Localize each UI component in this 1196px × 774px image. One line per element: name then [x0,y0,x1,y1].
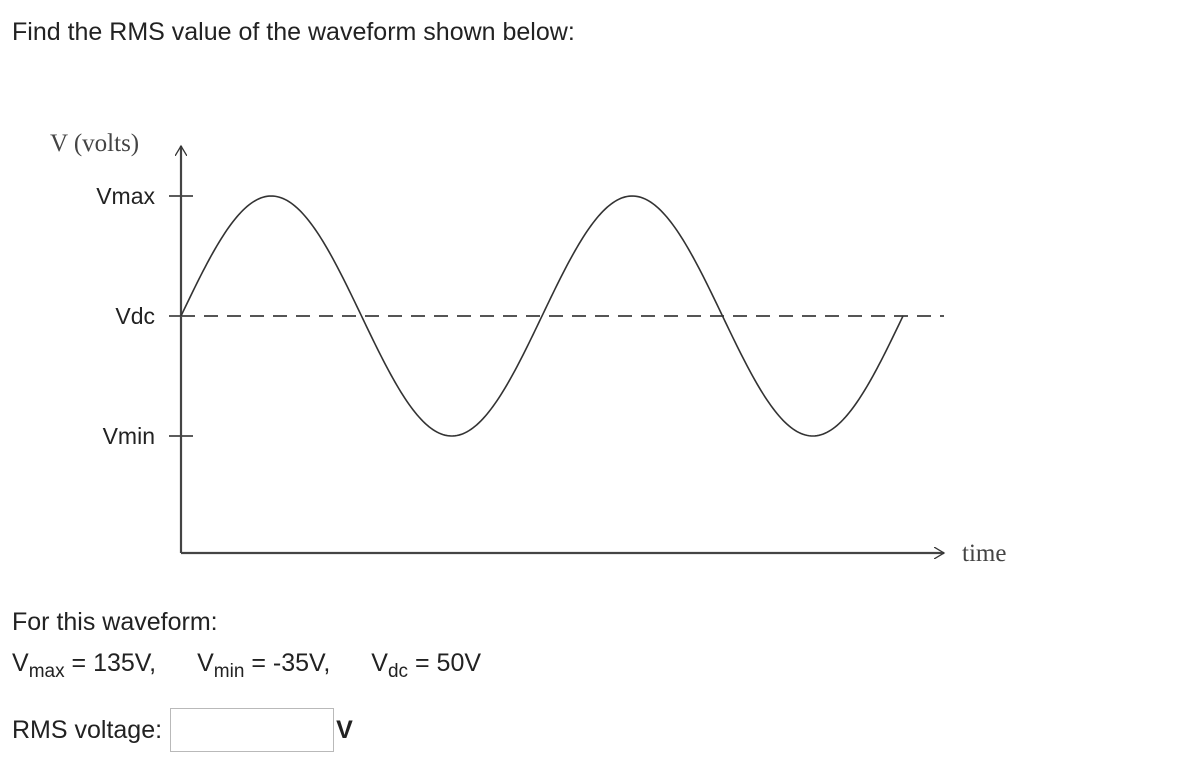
rms-voltage-input[interactable] [170,708,335,752]
vmin-term: Vmin = -35V, [197,649,331,682]
sine-wave [180,195,904,437]
ytick-label-vdc: Vdc [115,303,155,329]
vdc-term: Vdc = 50V [371,649,482,682]
ytick-label-vmax: Vmax [96,183,155,209]
y-axis-label: V (volts) [50,130,139,157]
unit-label: V [336,715,353,744]
ytick-label-vmin: Vmin [103,423,155,449]
rms-label: RMS voltage: [12,715,163,744]
given-title: For this waveform: [12,608,218,636]
vmax-term: Vmax = 135V, [12,649,157,682]
answer-row: RMS voltage: V [12,705,353,755]
x-axis-label: time [962,540,1006,567]
question-text: Find the RMS value of the waveform shown… [12,18,575,46]
given-values: Vmax = 135V, Vmin = -35V, Vdc = 50V [12,649,515,683]
waveform-chart: V (volts) time Vmax Vdc Vmin [50,130,1006,567]
